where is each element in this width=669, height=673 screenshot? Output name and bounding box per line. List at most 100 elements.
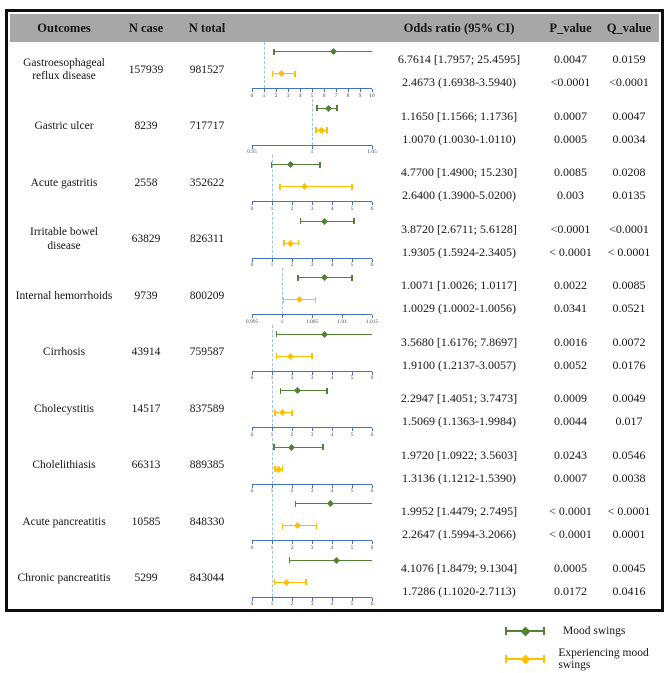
odds-ratio-text: 2.4673 (1.6938-3.5940) (402, 75, 516, 89)
axis-tick (272, 371, 273, 375)
axis-tick (332, 428, 333, 432)
axis-tick-label: 5 (350, 431, 354, 438)
plot-cell: 0 1 2 3 4 5 6 (240, 381, 376, 438)
axis-tick (292, 202, 293, 206)
axis-tick (252, 145, 253, 149)
outcome-label: Irritable bowel disease (10, 212, 118, 269)
p-value-text: < 0.0001 (549, 527, 592, 541)
column-header-odds-ratio: Odds ratio (95% CI) (403, 20, 515, 35)
q-value-text: < 0.0001 (607, 244, 651, 259)
point-estimate-diamond (321, 274, 329, 282)
axis-tick-label: 4 (298, 92, 302, 99)
axis-tick-label: 0 (250, 262, 254, 268)
axis-tick-label: 3 (310, 488, 314, 494)
axis-tick (252, 315, 253, 319)
ci-cap-left (283, 240, 285, 246)
p-values: 0.0047 <0.0001 (542, 42, 599, 99)
outcome-label: Gastroesophageal reflux disease (10, 42, 118, 99)
reference-line (272, 494, 273, 540)
axis-tick-label: 1.01 (337, 318, 347, 325)
legend-diamond (520, 626, 530, 636)
axis-tick-label: 5 (350, 488, 354, 494)
ci-cap-left (315, 127, 317, 133)
axis-tick-label: 5 (350, 205, 354, 212)
odds-ratio-values: 3.8720 [2.6711; 5.6128] 1.9305 (1.5924-2.… (376, 212, 542, 269)
axis-tick-label: 0 (250, 544, 254, 551)
axis-tick (352, 597, 353, 601)
forest-plot-table: Outcomes N case N total Odds ratio (95% … (5, 9, 664, 612)
axis-tick-label: 3 (286, 92, 290, 99)
axis-tick-label: 2 (290, 544, 294, 551)
axis-tick-label: 2 (290, 601, 294, 607)
n-total-value: 981527 (189, 63, 225, 76)
p-values: 0.0016 0.0052 (542, 325, 599, 382)
legend-label: Experiencing mood swings (558, 647, 649, 671)
outcome-line: Irritable bowel (29, 226, 98, 239)
p-values: <0.0001 < 0.0001 (542, 212, 599, 269)
q-value-text: 0.0072 (612, 334, 646, 349)
ci-cap-left (273, 48, 275, 55)
ci-line (295, 503, 372, 504)
ci-line (276, 355, 313, 357)
axis-tick (372, 315, 373, 319)
ci-cap-right (290, 409, 293, 416)
axis-tick-label: 1 (270, 601, 274, 607)
n-total-value: 759587 (189, 346, 225, 358)
ci-cap-left (297, 274, 299, 281)
odds-ratio-text: 4.1076 [1.8479; 9.1304] (400, 560, 518, 575)
axis-tick (252, 258, 253, 262)
axis-tick (252, 202, 253, 206)
q-values: 0.0208 0.0135 (599, 155, 659, 212)
point-estimate-diamond (320, 330, 328, 338)
axis-tick-label: 4 (330, 544, 334, 551)
reference-line (272, 155, 273, 201)
axis-tick (312, 89, 313, 93)
axis-tick-label: 3 (310, 375, 314, 381)
q-values: 0.0047 0.0034 (599, 99, 659, 156)
odds-ratio-values: 2.2947 [1.4051; 3.7473] 1.5069 (1.1363-1.… (376, 381, 542, 438)
axis-tick-label: 5 (350, 601, 354, 607)
n-total-value: 826311 (189, 233, 225, 245)
ci-cap-right (353, 218, 355, 224)
axis-tick-label: 6 (370, 544, 374, 551)
axis-tick-label: 3 (310, 205, 314, 212)
odds-ratio-values: 6.7614 [1.7957; 25.4595] 2.4673 (1.6938-3… (376, 42, 542, 99)
ci-cap-right (336, 105, 338, 111)
q-values: 0.0159 <0.0001 (599, 42, 659, 99)
ci-cap-left (271, 70, 274, 77)
table-row: Internal hemorrhoids 9739 800209 0.995 1 1.00… (10, 268, 659, 325)
axis-tick (282, 315, 283, 319)
ci-cap-right (297, 240, 300, 246)
axis-tick-label: 1 (270, 205, 274, 212)
q-values: 0.0072 0.0176 (599, 325, 659, 382)
plot-cell: 0 1 2 3 4 5 6 7 8 9 10 (240, 42, 376, 99)
plot-cell: 0 1 2 3 4 5 6 (240, 155, 376, 212)
q-values: 0.0085 0.0521 (599, 268, 659, 325)
outcome-label: Acute gastritis (10, 155, 118, 212)
axis-tick-label: 4 (330, 205, 334, 212)
axis-tick-label: 5 (310, 92, 314, 99)
q-value-text: 0.017 (615, 414, 643, 428)
p-value-text: 0.0085 (554, 165, 587, 179)
axis-tick-label: 0 (250, 205, 254, 212)
axis-tick-label: 2 (290, 375, 294, 381)
n-total-value: 848330 (189, 515, 225, 528)
point-estimate-diamond (329, 48, 337, 56)
axis-tick (292, 541, 293, 545)
odds-ratio-text: 1.3136 (1.1212-1.5390) (402, 470, 516, 485)
x-axis (252, 370, 372, 372)
n-case-value: 2558 (134, 176, 158, 189)
axis-tick (252, 371, 253, 375)
axis-tick-label: 1.05 (367, 149, 377, 155)
ci-cap-right (351, 274, 353, 281)
legend-item-mood-swings: Mood swings (505, 617, 669, 645)
point-estimate-diamond (332, 556, 340, 564)
q-value-text: 0.0085 (612, 278, 646, 292)
p-value-text: < 0.0001 (549, 244, 592, 259)
n-total-value: 800209 (189, 289, 225, 302)
outcome-line: disease (47, 239, 81, 252)
axis-tick-label: 4 (330, 262, 334, 268)
axis-tick (272, 428, 273, 432)
q-value-text: 0.0416 (612, 583, 646, 598)
q-values: <0.0001 < 0.0001 (599, 212, 659, 269)
